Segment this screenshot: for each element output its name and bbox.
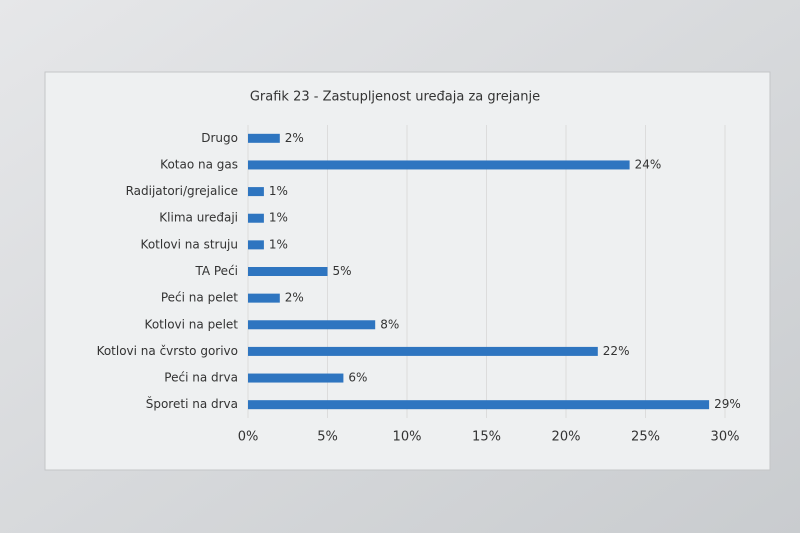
y-tick-label: Peći na pelet <box>161 291 238 305</box>
y-tick-label: Kotlovi na čvrsto gorivo <box>97 344 238 358</box>
x-tick-label: 0% <box>238 430 259 445</box>
data-label: 5% <box>333 264 352 278</box>
data-label: 1% <box>269 211 288 225</box>
bar <box>248 133 280 143</box>
bar <box>248 293 280 303</box>
y-tick-label: Kotlovi na pelet <box>145 317 239 331</box>
bar <box>248 240 264 250</box>
data-label: 24% <box>635 157 662 171</box>
x-tick-label: 5% <box>317 430 338 445</box>
bar <box>248 346 598 356</box>
y-tick-label: Peći na drva <box>164 371 238 385</box>
data-label: 2% <box>285 291 304 305</box>
bar <box>248 187 264 197</box>
bar <box>248 267 328 276</box>
x-tick-label: 10% <box>393 430 422 445</box>
y-tick-label: TA Peći <box>194 264 238 278</box>
chart-title: Grafik 23 - Zastupljenost uređaja za gre… <box>250 90 540 105</box>
data-label: 8% <box>380 317 399 331</box>
bar <box>248 160 630 170</box>
bar <box>248 373 344 383</box>
data-label: 29% <box>714 397 741 411</box>
y-tick-label: Kotlovi na struju <box>141 237 238 251</box>
x-tick-label: 20% <box>552 430 581 445</box>
y-tick-label: Šporeti na drva <box>146 396 238 411</box>
y-tick-label: Radijatori/grejalice <box>126 184 238 198</box>
x-tick-label: 30% <box>711 430 740 445</box>
data-label: 2% <box>285 131 304 145</box>
x-tick-label: 25% <box>631 430 660 445</box>
bar <box>248 400 710 410</box>
y-tick-label: Klima uređaji <box>159 211 238 225</box>
y-tick-label: Kotao na gas <box>160 157 238 171</box>
x-tick-label: 15% <box>472 430 501 445</box>
data-label: 1% <box>269 184 288 198</box>
data-label: 22% <box>603 344 630 358</box>
data-label: 1% <box>269 237 288 251</box>
bar <box>248 320 376 330</box>
bar <box>248 213 264 223</box>
y-tick-label: Drugo <box>201 131 238 145</box>
data-label: 6% <box>348 371 367 385</box>
